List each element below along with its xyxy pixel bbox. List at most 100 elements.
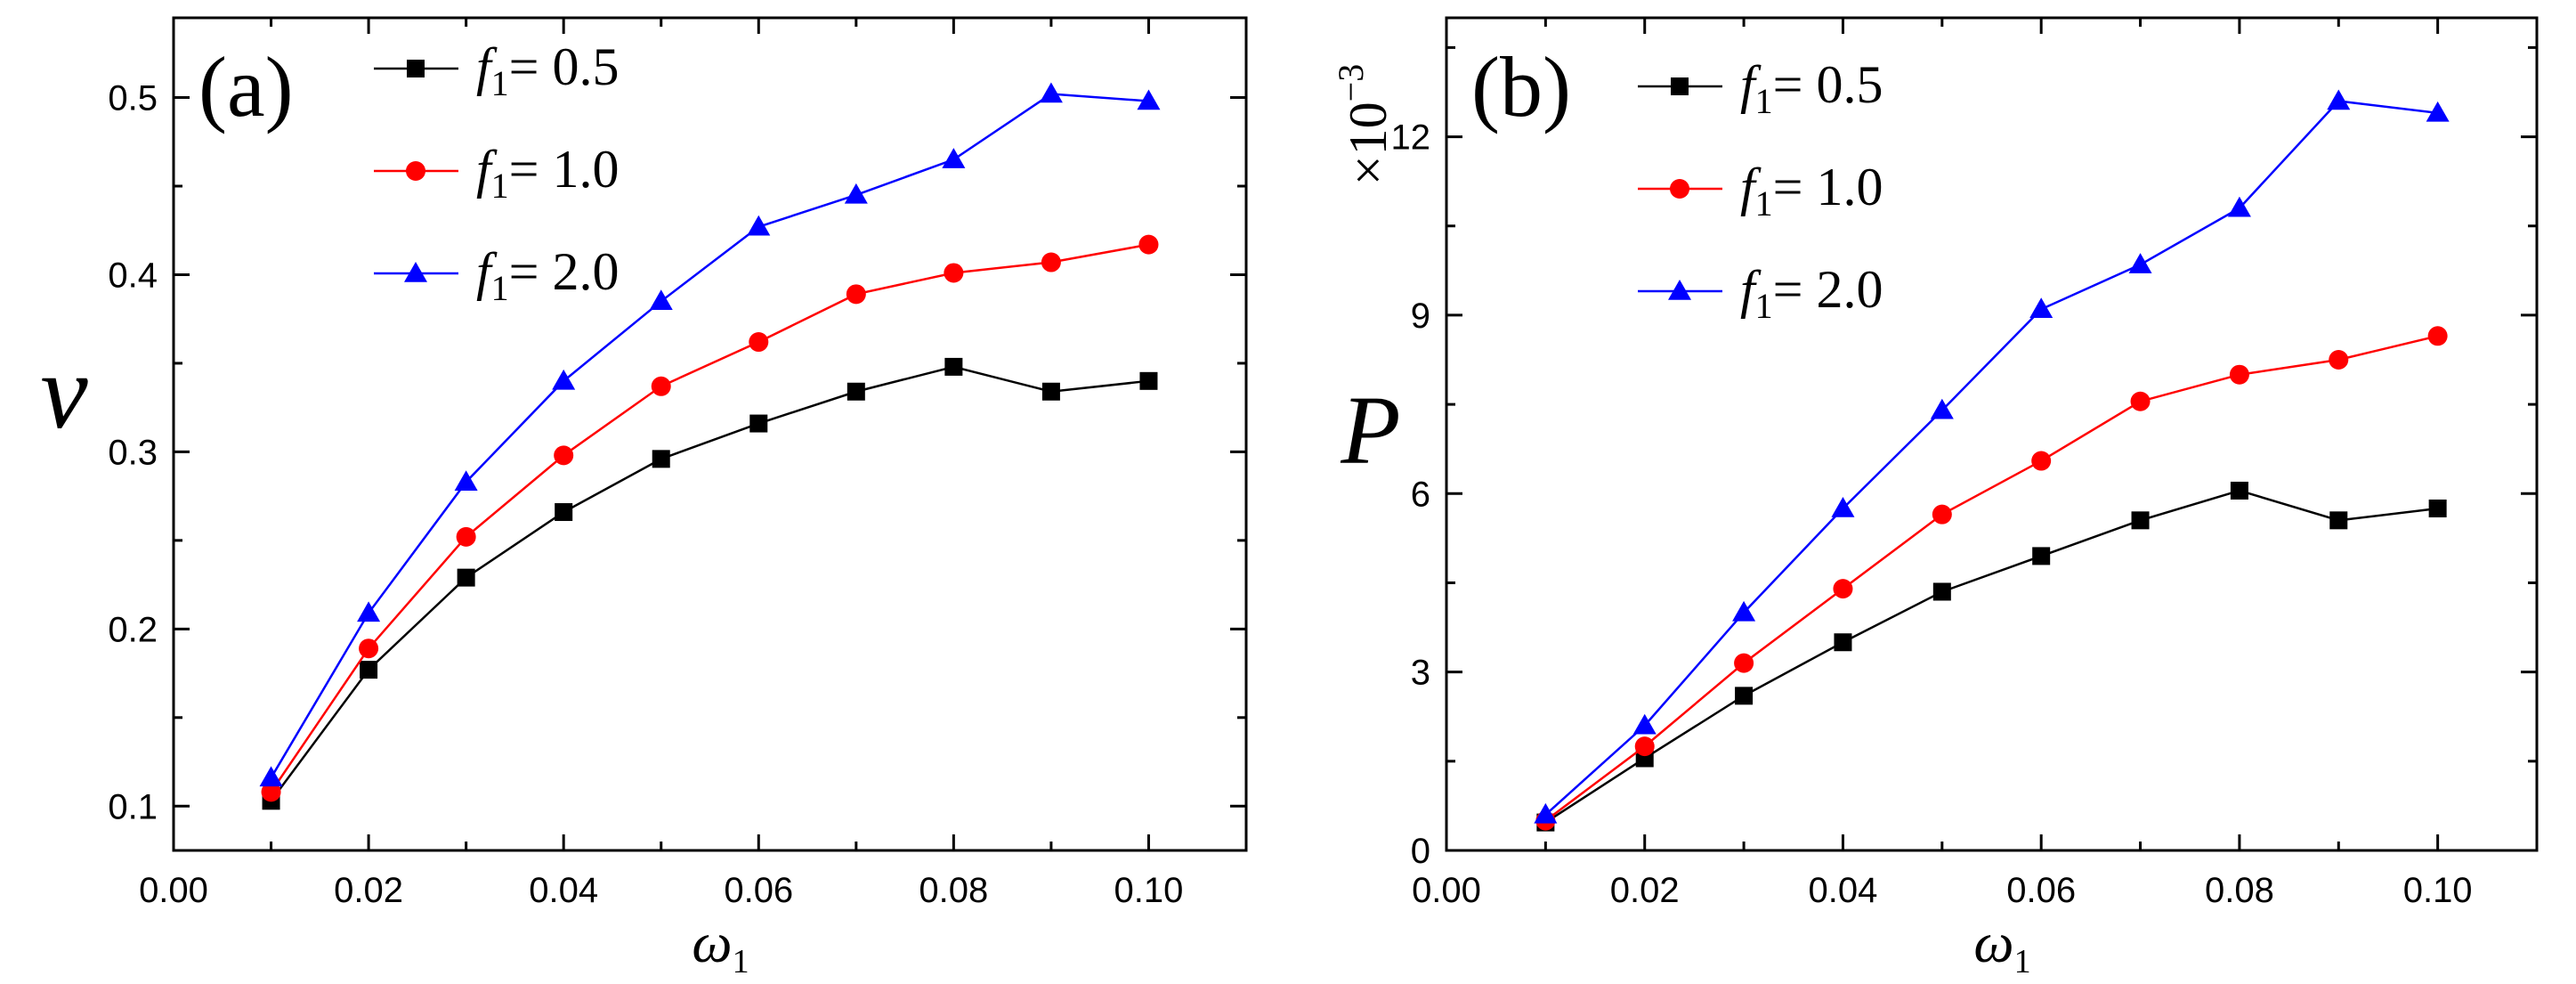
y-tick-label: 3 <box>1411 654 1430 693</box>
series-line <box>1544 489 2438 824</box>
legend-label: f1= 0.5 <box>1740 55 1883 121</box>
data-point <box>2128 253 2152 273</box>
legend-label: f1= 2.0 <box>1740 260 1883 326</box>
series-line <box>270 365 1149 802</box>
legend-label: f1= 1.0 <box>476 140 620 206</box>
legend-label-sub: 1 <box>1755 81 1773 121</box>
data-point <box>846 284 866 305</box>
y-tick-label: 9 <box>1411 297 1430 336</box>
legend-label-value: = 2.0 <box>509 242 620 301</box>
y-axis-multiplier: ×10−3 <box>1331 64 1397 185</box>
data-point <box>1831 496 1855 517</box>
data-point <box>1137 89 1161 110</box>
legend-label-sub: 1 <box>491 166 509 206</box>
data-point <box>555 503 573 522</box>
legend-marker <box>1670 179 1689 199</box>
legend-entry-0: f1= 0.5 <box>1638 55 1883 121</box>
chart-panel-a: 0.00 0.02 0.04 0.06 0.08 0.10 0.1 0.2 0.3 0.4 0.5 ω… <box>40 16 1248 980</box>
legend-marker <box>406 161 425 181</box>
data-point <box>1734 653 1754 673</box>
legend-marker <box>1671 77 1689 95</box>
x-axis-label: ω1 <box>692 911 749 980</box>
y-tick-label: 0.4 <box>108 256 158 295</box>
data-point <box>1041 382 1060 401</box>
legend-label: f1= 2.0 <box>476 242 620 308</box>
data-point <box>2031 451 2052 471</box>
legend-label-value: = 1.0 <box>509 140 620 199</box>
data-point <box>454 470 478 491</box>
x-axis-label: ω1 <box>1973 911 2030 980</box>
series-line <box>1544 100 2438 816</box>
x-axis-label-subscript: 1 <box>733 943 749 980</box>
data-point <box>1632 713 1657 735</box>
data-point <box>2327 89 2351 110</box>
legend-label-sub: 1 <box>1755 286 1773 326</box>
legend-marker <box>404 262 427 282</box>
x-tick-label: 0.04 <box>1809 871 1878 910</box>
data-point <box>844 183 868 204</box>
data-point <box>2426 101 2450 122</box>
legend-label: f1= 1.0 <box>1740 158 1883 224</box>
data-point <box>652 450 670 468</box>
panel-label: (a) <box>198 39 294 134</box>
series-line <box>270 93 1149 779</box>
x-tick-label: 0.08 <box>2205 871 2274 910</box>
x-tick-label: 0.02 <box>1610 871 1680 910</box>
data-point <box>2229 364 2249 385</box>
legend-label-value: = 0.5 <box>509 37 620 96</box>
legend-entry-1: f1= 1.0 <box>1638 158 1883 224</box>
legend-label-value: = 0.5 <box>1773 55 1883 114</box>
data-point <box>2131 511 2150 530</box>
data-point <box>2427 326 2448 346</box>
x-tick-label: 0.02 <box>334 871 403 910</box>
x-tick-label: 0.06 <box>724 871 793 910</box>
series-line <box>1544 335 2438 822</box>
legend-entry-2: f1= 2.0 <box>1638 260 1883 326</box>
legend-entry-0: f1= 0.5 <box>374 37 620 103</box>
y-tick-label: 0.2 <box>108 610 158 649</box>
legend-label-sub: 1 <box>491 268 509 308</box>
data-point <box>359 638 379 659</box>
series-2 <box>1534 89 2450 824</box>
x-tick-label: 0.06 <box>2006 871 2076 910</box>
data-point <box>942 148 966 168</box>
data-point <box>944 263 964 283</box>
series-line <box>270 243 1149 793</box>
data-point <box>1634 736 1655 757</box>
data-point <box>457 568 475 587</box>
x-tick-label: 0.10 <box>2403 871 2473 910</box>
data-point <box>357 601 381 622</box>
data-point <box>1834 633 1852 652</box>
x-tick-label: 0.04 <box>529 871 598 910</box>
legend-entry-1: f1= 1.0 <box>374 140 620 206</box>
series-0 <box>262 357 1158 810</box>
series-2 <box>259 82 1161 787</box>
x-axis-label-subscript: 1 <box>2014 943 2031 980</box>
data-point <box>1138 234 1159 255</box>
y-tick-label: 0.5 <box>108 79 158 118</box>
y-axis-label: v <box>40 332 88 451</box>
data-point <box>649 289 673 311</box>
y-tick-label: 0.3 <box>108 433 158 472</box>
x-tick-label: 0.08 <box>919 871 988 910</box>
data-point <box>1534 802 1558 824</box>
x-tick-label: 0.00 <box>1412 871 1481 910</box>
data-point <box>2032 547 2051 565</box>
x-axis-label-symbol: ω <box>1973 911 2013 974</box>
panel-label: (b) <box>1471 39 1571 134</box>
x-tick-label: 0.00 <box>139 871 208 910</box>
data-point <box>944 357 963 376</box>
data-point <box>1139 371 1158 390</box>
y-axis-multiplier-base: ×10 <box>1339 102 1397 185</box>
data-point <box>554 445 574 466</box>
y-axis-label: P <box>1340 376 1400 484</box>
data-point <box>1932 504 1952 525</box>
data-point <box>261 782 281 802</box>
data-point <box>1041 252 1061 272</box>
y-tick-label: 12 <box>1391 118 1431 158</box>
data-point <box>2428 499 2447 517</box>
data-point <box>1833 579 1853 599</box>
